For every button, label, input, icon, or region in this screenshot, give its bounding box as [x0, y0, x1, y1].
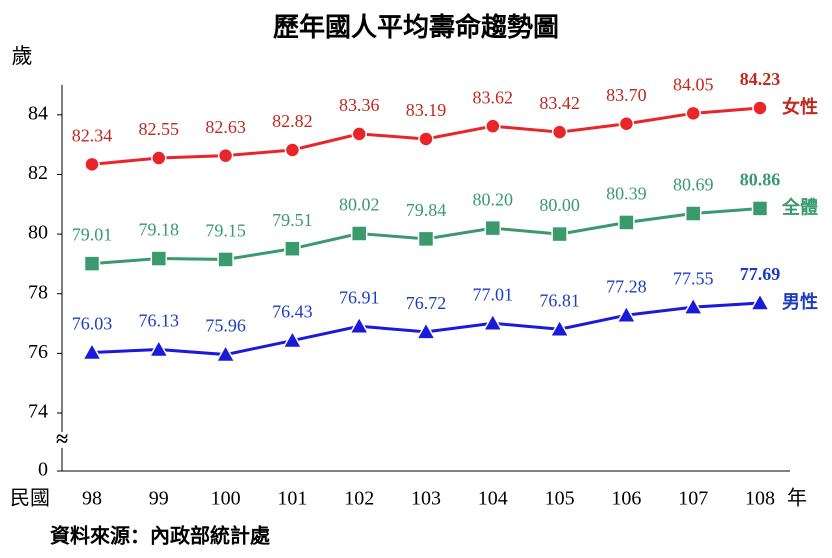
value-label: 80.86 — [740, 170, 781, 190]
axis-break: ≈ — [56, 426, 68, 451]
value-label: 83.19 — [406, 100, 447, 120]
page: 歷年國人平均壽命趨勢圖 歲 民國 年 資料來源：內政部統計處 ≈ 0 74 76 78… — [0, 0, 832, 558]
value-label: 80.20 — [473, 189, 514, 209]
x-tick-label: 101 — [277, 488, 307, 510]
point — [151, 251, 166, 266]
point — [419, 231, 434, 246]
x-prefix: 民國 — [10, 488, 50, 510]
point — [686, 206, 701, 221]
value-label: 84.23 — [740, 69, 781, 89]
point — [753, 101, 767, 115]
point — [350, 317, 368, 333]
x-tick-label: 105 — [545, 488, 575, 510]
point — [85, 157, 99, 171]
y-tick-label: 80 — [28, 222, 48, 244]
point — [85, 256, 100, 271]
x-tick-label: 107 — [678, 488, 708, 510]
x-tick-label: 106 — [611, 488, 641, 510]
legend-label: 男性 — [782, 291, 818, 312]
point — [686, 106, 700, 120]
x-tick-label: 100 — [211, 488, 241, 510]
value-label: 83.36 — [339, 95, 380, 115]
y-axis-label: 歲 — [12, 44, 33, 68]
value-label: 80.02 — [339, 195, 380, 215]
value-label: 76.81 — [539, 290, 580, 310]
y-tick-label: 74 — [28, 401, 48, 423]
y-tick-label: 84 — [28, 102, 48, 124]
value-label: 80.39 — [606, 184, 647, 204]
value-label: 83.42 — [539, 93, 580, 113]
point — [352, 226, 367, 241]
x-tick-label: 104 — [478, 488, 508, 510]
point — [218, 252, 233, 267]
value-label: 77.55 — [673, 268, 714, 288]
value-label: 79.01 — [72, 225, 113, 245]
point — [552, 227, 567, 242]
value-label: 76.91 — [339, 287, 380, 307]
value-label: 79.15 — [205, 221, 246, 241]
x-tick-label: 99 — [149, 488, 169, 510]
x-tick-label: 103 — [411, 488, 441, 510]
value-label: 82.55 — [139, 119, 180, 139]
chart-title: 歷年國人平均壽命趨勢圖 — [273, 12, 559, 42]
point — [486, 119, 500, 133]
y-tick-label: 76 — [28, 341, 48, 363]
point — [219, 149, 233, 163]
point — [485, 221, 500, 236]
x-tick-label: 108 — [745, 488, 775, 510]
y-tick-label: 0 — [38, 459, 48, 481]
value-label: 80.69 — [673, 175, 714, 195]
point — [419, 132, 433, 146]
point — [553, 125, 567, 139]
value-label: 79.18 — [139, 220, 180, 240]
value-label: 82.34 — [72, 125, 113, 145]
value-label: 82.63 — [205, 117, 246, 137]
value-label: 76.13 — [139, 311, 180, 331]
value-label: 82.82 — [272, 111, 313, 131]
value-label: 77.69 — [740, 264, 781, 284]
y-tick-label: 78 — [28, 281, 48, 303]
point — [619, 117, 633, 131]
value-label: 83.70 — [606, 85, 647, 105]
value-label: 84.05 — [673, 74, 714, 94]
point — [619, 215, 634, 230]
point — [753, 201, 768, 216]
point — [285, 143, 299, 157]
legend-label: 全體 — [781, 197, 818, 218]
chart: 歷年國人平均壽命趨勢圖 歲 民國 年 資料來源：內政部統計處 ≈ 0 74 76 78… — [0, 0, 832, 558]
value-label: 80.00 — [539, 195, 580, 215]
source-note: 資料來源：內政部統計處 — [50, 524, 270, 548]
value-label: 83.62 — [473, 87, 514, 107]
x-tick-label: 102 — [344, 488, 374, 510]
legend-label: 女性 — [782, 96, 818, 117]
value-label: 79.84 — [406, 200, 447, 220]
value-label: 76.72 — [406, 293, 447, 313]
value-label: 79.51 — [272, 210, 313, 230]
point — [285, 241, 300, 256]
point — [152, 151, 166, 165]
value-label: 77.01 — [473, 284, 514, 304]
value-label: 76.03 — [72, 314, 113, 334]
value-label: 77.28 — [606, 276, 647, 296]
point — [484, 314, 502, 330]
value-label: 76.43 — [272, 302, 313, 322]
x-suffix: 年 — [787, 487, 807, 510]
point — [352, 127, 366, 141]
x-tick-label: 98 — [82, 488, 102, 510]
y-tick-label: 82 — [28, 162, 48, 184]
value-label: 75.96 — [205, 316, 246, 336]
